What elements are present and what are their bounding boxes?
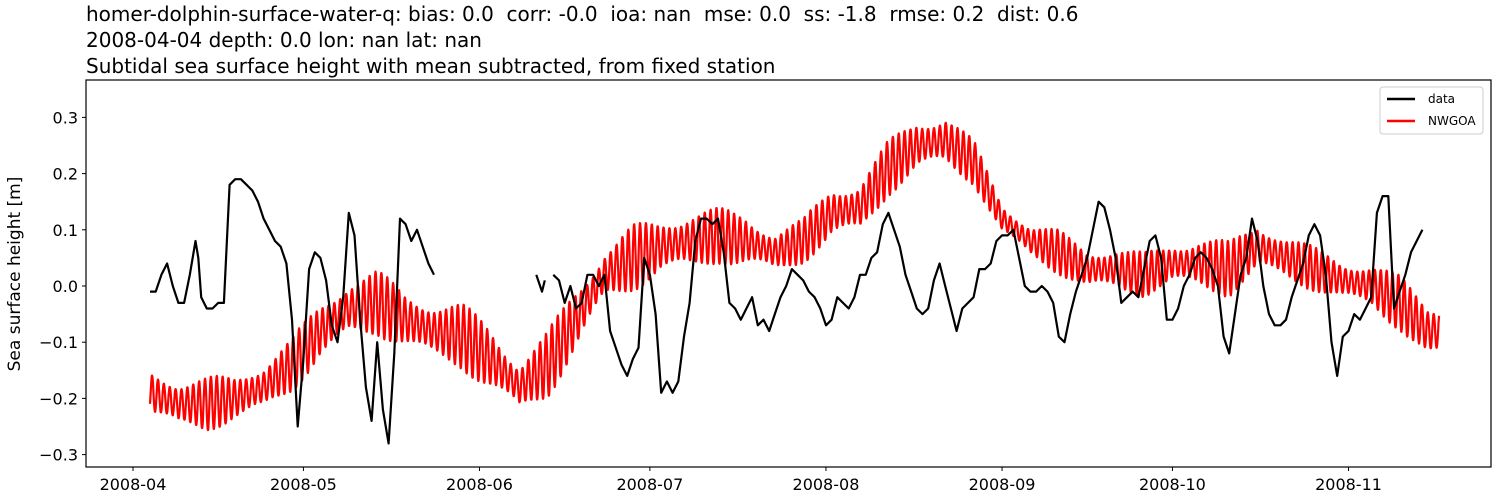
series-data-line [552,195,1424,394]
y-tick-label: 0.2 [53,165,78,184]
x-tick-label: 2008-11 [1315,475,1382,494]
plot-lines [148,121,1441,445]
legend: data NWGOA [1379,86,1484,135]
x-tick-label: 2008-05 [270,475,337,494]
x-tick-label: 2008-04 [100,475,167,494]
x-tick-label: 2008-10 [1139,475,1206,494]
chart-title-description: Subtidal sea surface height with mean su… [86,54,776,78]
y-tick-label: 0.1 [53,221,78,240]
series-data-line [150,178,435,445]
x-tick-label: 2008-08 [793,475,860,494]
series-data-line [535,274,546,293]
x-axis: 2008-04 2008-05 2008-06 2008-07 2008-08 2008-… [100,467,1382,494]
y-tick-label: 0.0 [53,277,78,296]
y-tick-label: −0.1 [39,333,78,352]
chart-title-stats: homer-dolphin-surface-water-q: bias: 0.0… [86,2,1079,26]
legend-label-data: data [1428,92,1455,106]
series-nwgoa-line [148,121,1441,432]
plot-frame [85,79,1492,468]
chart-title-station: 2008-04-04 depth: 0.0 lon: nan lat: nan [86,28,482,52]
legend-label-nwgoa: NWGOA [1428,114,1476,128]
x-tick-label: 2008-06 [446,475,513,494]
y-axis: 0.3 0.2 0.1 0.0 −0.1 −0.2 −0.3 [39,108,86,465]
x-tick-label: 2008-07 [616,475,683,494]
y-axis-label: Sea surface height [m] [5,177,25,372]
x-tick-label: 2008-09 [969,475,1036,494]
y-tick-label: −0.2 [39,389,78,408]
y-tick-label: −0.3 [39,446,78,465]
y-tick-label: 0.3 [53,108,78,127]
